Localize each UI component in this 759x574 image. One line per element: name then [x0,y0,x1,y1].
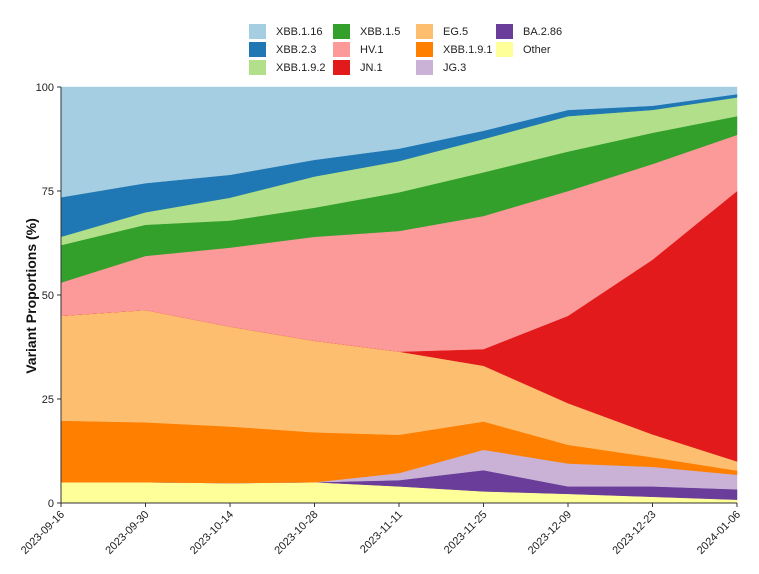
x-tick-label: 2023-09-30 [103,509,151,557]
legend-label-xbb-1-5: XBB.1.5 [360,26,400,38]
y-axis-label: Variant Proportions (%) [23,218,39,374]
legend-label-xbb-2-3: XBB.2.3 [276,44,316,56]
x-tick-label: 2023-10-28 [272,509,320,557]
legend-swatch-eg-5 [416,24,433,39]
legend-label-jn-1: JN.1 [360,62,383,74]
legend-label-xbb-1-9-1: XBB.1.9.1 [443,44,493,56]
x-tick-label: 2023-10-14 [188,509,236,557]
legend-swatch-xbb-1-9-2 [249,60,266,75]
legend-label-xbb-1-16: XBB.1.16 [276,26,322,38]
legend-label-ba-2-86: BA.2.86 [523,26,562,38]
y-tick-label: 100 [36,82,54,94]
x-tick-label: 2024-01-06 [695,509,743,557]
legend-swatch-other [496,42,513,57]
legend-swatch-jn-1 [333,60,350,75]
x-tick-label: 2023-12-23 [610,509,658,557]
legend-label-jg-3: JG.3 [443,62,466,74]
x-tick-label: 2023-12-09 [526,509,574,557]
legend-label-hv-1: HV.1 [360,44,383,56]
legend-swatch-jg-3 [416,60,433,75]
x-tick-label: 2023-09-16 [19,509,67,557]
legend-swatch-xbb-1-16 [249,24,266,39]
y-tick-label: 50 [42,290,54,302]
area-xbb-1-16 [60,86,738,198]
legend-swatch-hv-1 [333,42,350,57]
legend-swatch-ba-2-86 [496,24,513,39]
legend: XBB.1.16 XBB.2.3 XBB.1.9.2 XBB.1.5 HV.1 JN.1 E… [249,24,562,75]
y-tick-label: 25 [42,394,54,406]
plot-areas [60,86,738,504]
legend-label-other: Other [523,44,551,56]
legend-swatch-xbb-1-5 [333,24,350,39]
y-tick-label: 0 [48,498,54,510]
legend-swatch-xbb-1-9-1 [416,42,433,57]
legend-label-xbb-1-9-2: XBB.1.9.2 [276,62,326,74]
x-tick-label: 2023-11-11 [358,509,405,556]
legend-label-eg-5: EG.5 [443,26,468,38]
x-tick-label: 2023-11-25 [442,509,490,557]
legend-swatch-xbb-2-3 [249,42,266,57]
y-tick-label: 75 [42,186,54,198]
